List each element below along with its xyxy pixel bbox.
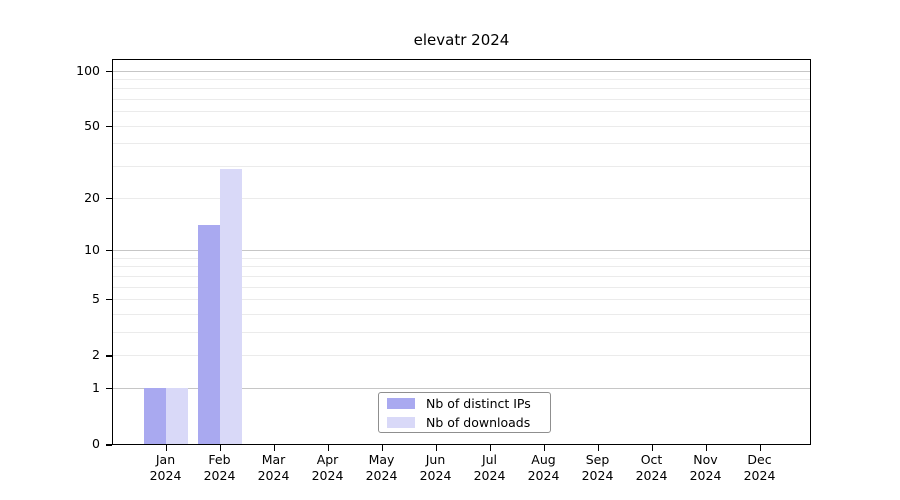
x-tick (219, 445, 221, 451)
minor-gridline (113, 99, 810, 101)
legend-label-distinct-ips: Nb of distinct IPs (426, 395, 531, 411)
x-tick-label-mar: Mar 2024 (244, 452, 304, 483)
x-tick-year: 2024 (257, 467, 290, 483)
minor-gridline (113, 298, 810, 300)
minor-gridline (113, 143, 810, 145)
y-tick-label: 100 (76, 62, 100, 78)
y-tick-label: 2 (92, 347, 100, 363)
major-gridline (113, 249, 810, 251)
x-tick-label-feb: Feb 2024 (190, 452, 250, 483)
y-tick (106, 70, 112, 72)
minor-gridline (113, 111, 810, 113)
x-tick-year: 2024 (203, 467, 236, 483)
x-tick (597, 445, 599, 451)
x-tick-label-apr: Apr 2024 (298, 452, 358, 483)
x-tick (381, 445, 383, 451)
x-tick-year: 2024 (689, 467, 722, 483)
x-tick (273, 445, 275, 451)
x-tick-year: 2024 (527, 467, 560, 483)
x-tick-year: 2024 (581, 467, 614, 483)
x-tick-label-jul: Jul 2024 (460, 452, 520, 483)
x-tick-year: 2024 (635, 467, 668, 483)
x-tick-year: 2024 (743, 467, 776, 483)
minor-gridline (113, 166, 810, 168)
x-tick-label-jun: Jun 2024 (406, 452, 466, 483)
x-tick-year: 2024 (149, 467, 182, 483)
x-tick (327, 445, 329, 451)
minor-gridline (113, 286, 810, 288)
x-tick-year: 2024 (419, 467, 452, 483)
minor-gridline (113, 331, 810, 333)
x-tick (435, 445, 437, 451)
minor-gridline (113, 197, 810, 199)
y-tick-label: 20 (84, 189, 100, 205)
y-tick-label: 1 (92, 380, 100, 396)
bar-nb-of-distinct-ips-feb (197, 224, 220, 444)
major-gridline (113, 387, 810, 389)
y-tick (106, 197, 112, 200)
x-tick (543, 445, 545, 451)
legend-swatch-distinct-ips (387, 397, 415, 409)
legend-swatch-downloads (387, 416, 415, 428)
minor-gridline (113, 313, 810, 315)
y-tick (106, 444, 112, 446)
legend-item-downloads: Nb of downloads (387, 413, 550, 432)
minor-gridline (113, 125, 810, 127)
minor-gridline (113, 266, 810, 268)
minor-gridline (113, 78, 810, 80)
minor-gridline (113, 257, 810, 259)
y-tick-label: 50 (84, 117, 100, 133)
x-tick-label-may: May 2024 (352, 452, 412, 483)
legend: Nb of distinct IPs Nb of downloads (378, 392, 551, 433)
x-tick-year: 2024 (473, 467, 506, 483)
x-tick (165, 445, 167, 451)
bar-nb-of-distinct-ips-jan (143, 387, 166, 444)
x-tick-year: 2024 (365, 467, 398, 483)
plot-canvas (113, 60, 810, 444)
x-tick (759, 445, 761, 451)
y-tick-label: 5 (92, 291, 100, 307)
legend-item-distinct-ips: Nb of distinct IPs (387, 394, 550, 413)
x-tick-label-jan: Jan 2024 (136, 452, 196, 483)
x-tick-label-aug: Aug 2024 (514, 452, 574, 483)
y-tick-label: 0 (92, 436, 100, 452)
minor-gridline (113, 275, 810, 277)
chart-title: elevatr 2024 (413, 31, 510, 49)
plot-area: Nb of distinct IPs Nb of downloads (112, 59, 811, 445)
major-gridline (113, 70, 810, 72)
bar-nb-of-downloads-jan (165, 387, 188, 444)
x-tick-label-nov: Nov 2024 (676, 452, 736, 483)
y-tick-label: 10 (84, 242, 100, 258)
y-tick (106, 355, 112, 357)
x-tick-label-dec: Dec 2024 (730, 452, 790, 483)
x-tick-label-sep: Sep 2024 (568, 452, 628, 483)
legend-label-downloads: Nb of downloads (426, 414, 531, 430)
y-tick (106, 298, 112, 301)
x-tick-label-oct: Oct 2024 (622, 452, 682, 483)
x-tick (705, 445, 707, 451)
minor-gridline (113, 355, 810, 357)
y-tick (106, 125, 112, 128)
x-tick (489, 445, 491, 451)
minor-gridline (113, 88, 810, 90)
x-tick (651, 445, 653, 451)
x-tick-year: 2024 (311, 467, 344, 483)
y-tick (106, 249, 112, 252)
y-tick (106, 387, 112, 390)
bar-nb-of-downloads-feb (219, 168, 242, 444)
